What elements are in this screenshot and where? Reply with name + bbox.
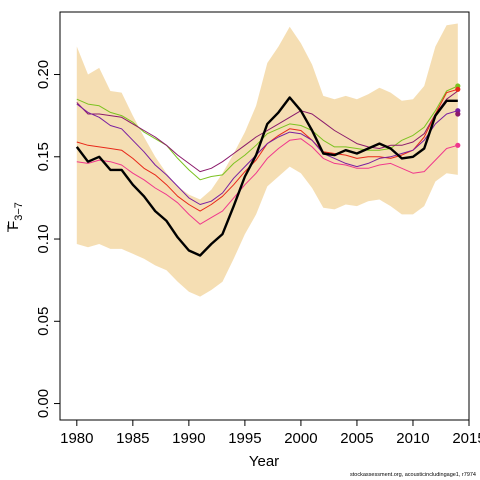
x-tick-label-2015: 2015 (452, 430, 480, 447)
end-points-layer (455, 83, 461, 148)
y-tick-label-1: 0.05 (35, 307, 52, 336)
end-point-3 (455, 111, 461, 117)
y-axis-title-main: F (5, 221, 22, 230)
svg-text:F3−7: F3−7 (5, 202, 25, 230)
end-point-1 (455, 86, 461, 92)
x-tick-label-2005: 2005 (340, 430, 373, 447)
footnote: stockassessment.org, acousticincludingag… (350, 472, 476, 478)
x-tick-label-2000: 2000 (284, 430, 317, 447)
y-axis-title: F3−7 (5, 202, 25, 230)
series-line-2 (76, 90, 459, 173)
x-axis: 1980 1985 1990 1995 2000 2005 2010 2015 (60, 420, 480, 447)
x-tick-label-1985: 1985 (116, 430, 149, 447)
x-tick-label-1995: 1995 (228, 430, 261, 447)
plot-frame (59, 11, 470, 421)
y-tick-label-0: 0.00 (35, 389, 52, 418)
series-line-5 (76, 138, 458, 225)
y-axis: 0.00 0.05 0.10 0.15 0.20 (35, 60, 60, 418)
end-point-4 (455, 142, 461, 148)
series-line-0 (75, 96, 458, 257)
x-axis-title: Year (249, 453, 279, 470)
y-axis-title-sub: 3−7 (13, 202, 25, 221)
x-tick-label-1980: 1980 (60, 430, 93, 447)
y-tick-label-2: 0.10 (35, 224, 52, 253)
y-tick-label-3: 0.15 (35, 142, 52, 171)
series-layer (75, 85, 459, 257)
y-tick-label-4: 0.20 (35, 60, 52, 89)
x-tick-label-1990: 1990 (172, 430, 205, 447)
series-line-4 (76, 103, 458, 205)
x-tick-label-2010: 2010 (396, 430, 429, 447)
